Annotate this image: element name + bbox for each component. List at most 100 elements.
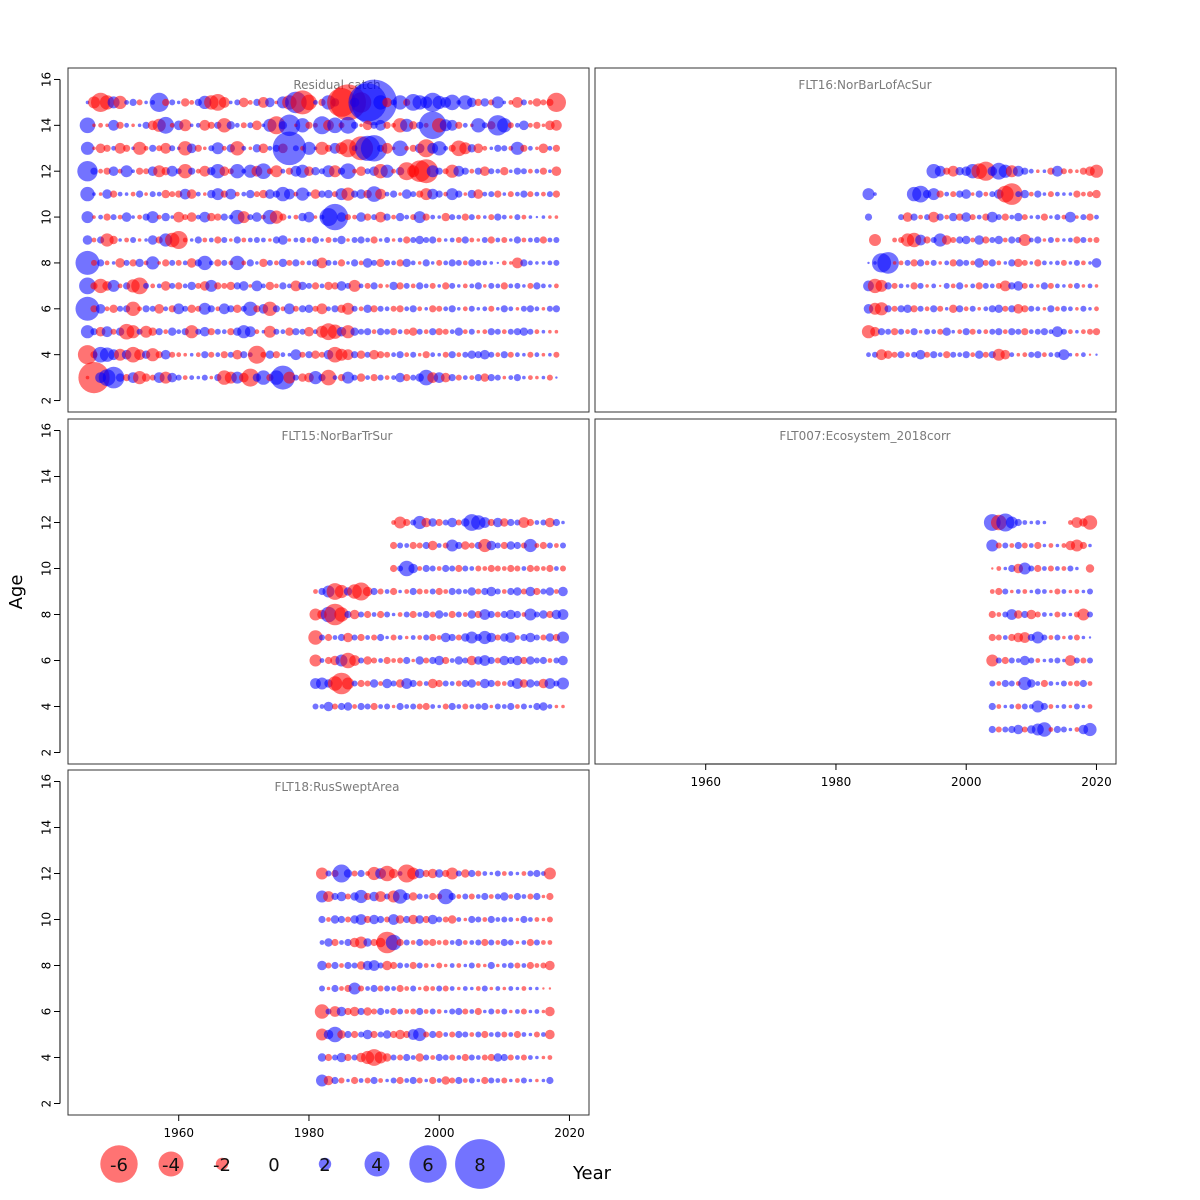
residual-bubble: [462, 612, 468, 617]
residual-bubble: [1018, 234, 1031, 246]
residual-bubble: [528, 375, 533, 380]
residual-bubble: [519, 327, 529, 336]
residual-bubble: [255, 261, 259, 265]
residual-bubble: [541, 1078, 546, 1083]
residual-bubble: [476, 329, 481, 334]
residual-bubble: [546, 610, 554, 619]
residual-bubble: [1021, 328, 1029, 336]
residual-bubble: [1028, 543, 1034, 548]
residual-bubble: [110, 190, 118, 198]
residual-bubble: [370, 1076, 378, 1085]
residual-bubble: [417, 306, 423, 312]
residual-bubble: [183, 352, 187, 357]
residual-bubble: [1028, 237, 1034, 243]
residual-bubble: [1062, 658, 1066, 663]
x-tick-label: 2000: [951, 775, 982, 789]
residual-bubble: [938, 261, 942, 265]
residual-bubble: [1068, 283, 1073, 289]
residual-bubble: [1068, 681, 1073, 686]
residual-bubble: [169, 191, 176, 198]
residual-bubble: [160, 142, 172, 154]
residual-bubble: [482, 917, 488, 922]
residual-bubble: [534, 329, 540, 335]
residual-bubble: [483, 1009, 487, 1014]
residual-bubble: [416, 542, 423, 549]
residual-bubble: [430, 261, 435, 265]
residual-bubble: [390, 587, 398, 596]
residual-bubble: [339, 963, 344, 968]
residual-bubble: [999, 280, 1011, 292]
residual-bubble: [410, 351, 417, 358]
residual-bubble: [456, 963, 462, 968]
residual-bubble: [461, 236, 469, 244]
panel-title-flt15: FLT15:NorBarTrSur: [281, 429, 392, 443]
residual-bubble: [546, 374, 553, 381]
residual-bubble: [497, 118, 512, 133]
residual-bubble: [1018, 676, 1032, 691]
residual-bubble: [435, 1053, 443, 1062]
residual-bubble: [1068, 612, 1073, 617]
residual-bubble: [272, 236, 280, 244]
residual-bubble: [357, 633, 365, 642]
residual-bubble: [390, 1030, 398, 1039]
residual-bubble: [351, 1030, 359, 1039]
residual-bubble: [332, 237, 338, 243]
residual-bubble: [1034, 564, 1042, 573]
residual-bubble: [255, 163, 272, 179]
residual-bubble: [1073, 259, 1080, 266]
residual-bubble: [1010, 589, 1014, 594]
residual-bubble: [246, 189, 255, 199]
residual-bubble: [404, 704, 410, 709]
residual-bubble: [544, 678, 556, 689]
residual-bubble: [455, 564, 463, 573]
residual-bubble: [527, 893, 534, 900]
residual-bubble: [219, 166, 230, 176]
residual-bubble: [233, 304, 242, 313]
residual-bubble: [1029, 261, 1034, 265]
residual-bubble: [541, 894, 546, 899]
residual-bubble: [169, 351, 176, 358]
residual-bubble: [124, 192, 129, 196]
residual-bubble: [1089, 164, 1104, 178]
residual-bubble: [1095, 353, 1098, 356]
residual-bubble: [384, 611, 391, 618]
residual-bubble: [436, 259, 443, 266]
residual-bubble: [397, 1054, 404, 1061]
residual-bubble: [493, 517, 503, 528]
residual-bubble: [331, 305, 339, 313]
residual-bubble: [348, 982, 361, 995]
residual-bubble: [526, 679, 535, 688]
residual-bubble: [931, 329, 937, 335]
residual-bubble: [501, 1031, 508, 1038]
residual-bubble: [388, 868, 399, 879]
residual-bubble: [1042, 192, 1047, 196]
residual-bubble: [476, 238, 481, 242]
residual-bubble: [80, 141, 95, 155]
residual-bubble: [462, 589, 468, 594]
residual-bubble: [417, 612, 423, 617]
residual-bubble: [970, 283, 976, 289]
y-tick-label: 4: [40, 703, 54, 711]
residual-bubble: [429, 1030, 437, 1039]
residual-bubble: [545, 587, 555, 596]
residual-bubble: [391, 214, 396, 220]
residual-bubble: [561, 520, 565, 525]
residual-bubble: [1083, 722, 1097, 737]
residual-bubble: [410, 374, 417, 381]
residual-bubble: [314, 1004, 330, 1019]
residual-bubble: [1071, 517, 1083, 528]
residual-bubble: [520, 305, 527, 312]
residual-bubble: [390, 961, 398, 970]
residual-bubble: [950, 237, 957, 243]
residual-bubble: [1081, 704, 1086, 709]
residual-bubble: [520, 1008, 527, 1015]
residual-bubble: [395, 372, 405, 383]
residual-bubble: [409, 144, 417, 152]
residual-bubble: [155, 351, 163, 359]
residual-bubble: [546, 542, 553, 549]
residual-bubble: [495, 237, 501, 243]
residual-bubble: [528, 168, 533, 174]
residual-bubble: [487, 679, 495, 688]
residual-bubble: [429, 328, 437, 336]
residual-bubble: [1015, 328, 1022, 335]
